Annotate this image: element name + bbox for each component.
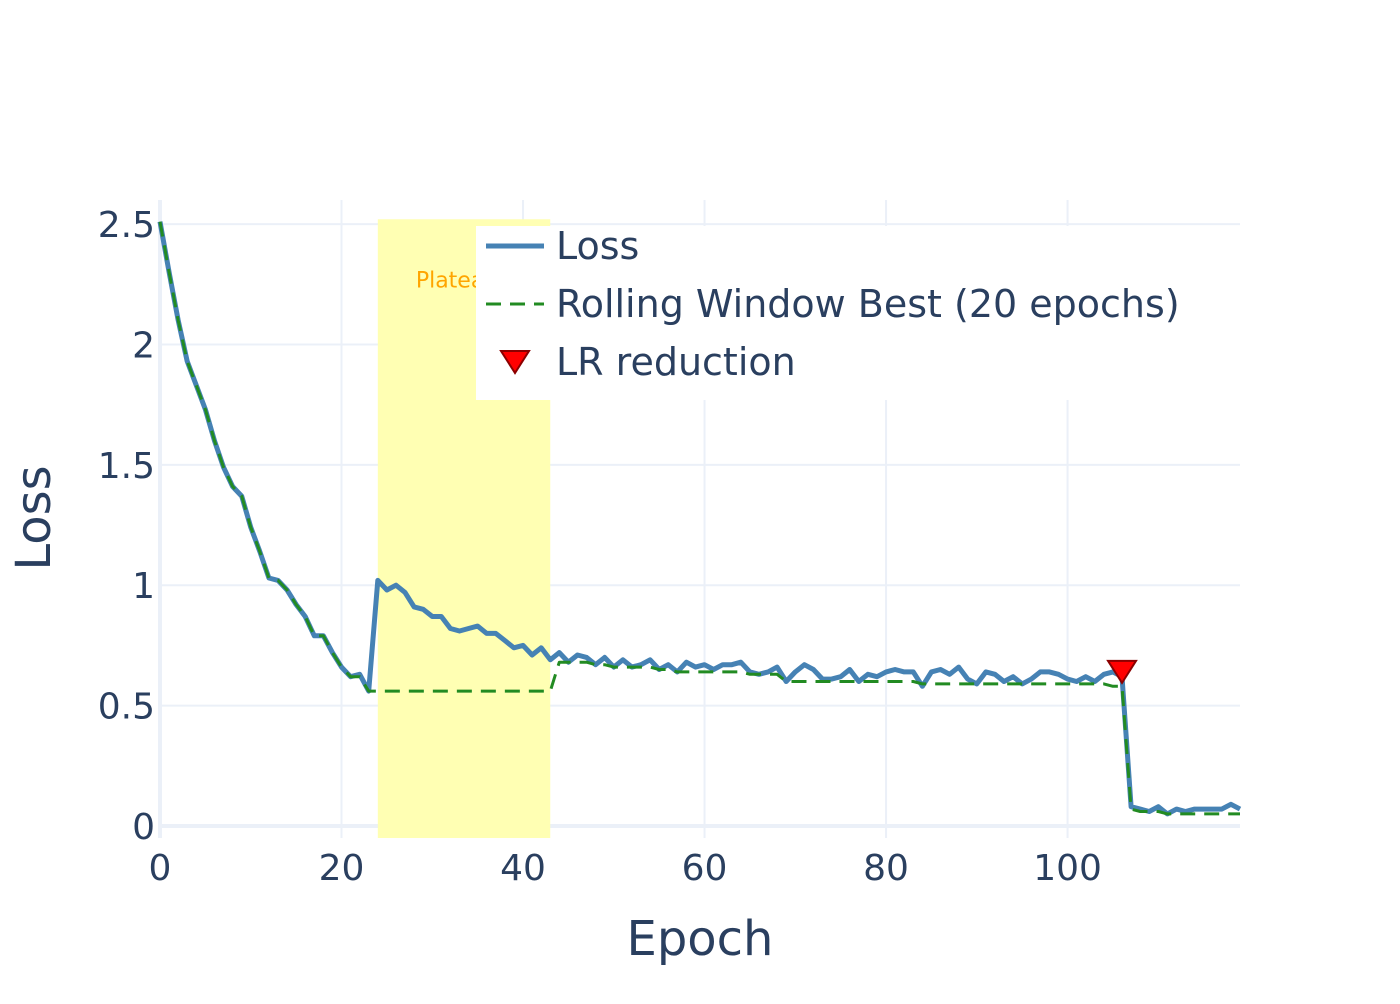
x-tick-label: 60 [682, 848, 728, 889]
y-tick-label: 1 [132, 566, 155, 607]
y-tick-label: 2.5 [98, 205, 155, 246]
x-tick-label: 0 [149, 848, 172, 889]
legend-background [476, 226, 1240, 400]
legend-loss-label: Loss [556, 224, 639, 268]
x-tick-label: 100 [1033, 848, 1102, 889]
legend-lr-reduction-swatch [499, 350, 531, 375]
x-tick-label: 20 [319, 848, 365, 889]
legend[interactable]: Loss Rolling Window Best (20 epochs) LR re… [476, 224, 1240, 400]
rolling-best-line [158, 221, 1240, 816]
y-tick-label: 0 [132, 807, 155, 848]
x-tick-label: 80 [863, 848, 909, 889]
y-tick-label: 2 [132, 325, 155, 366]
x-tick-label: 40 [500, 848, 546, 889]
axis-layer: 0 20 40 60 80 100 0 0.5 1 1.5 2 2.5 [98, 205, 1102, 889]
y-axis-title: Loss [6, 465, 62, 570]
y-tick-label: 1.5 [98, 446, 155, 487]
marker-layer [1106, 659, 1138, 685]
series-layer [157, 221, 1242, 817]
lr-reduction-marker[interactable] [1106, 659, 1138, 685]
y-tick-label: 0.5 [98, 687, 155, 728]
x-axis-title: Epoch [627, 911, 774, 967]
legend-lr-reduction-label: LR reduction [556, 340, 796, 384]
legend-rolling-best-label: Rolling Window Best (20 epochs) [556, 282, 1180, 326]
